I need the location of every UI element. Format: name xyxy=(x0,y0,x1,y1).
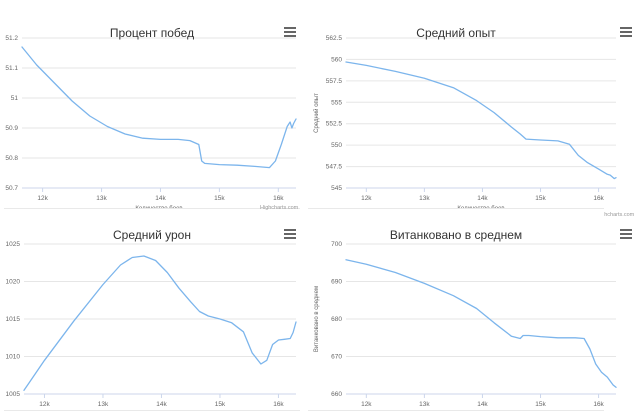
y-tick-label: 550 xyxy=(331,142,342,149)
x-axis-title: Количество боев xyxy=(135,206,182,208)
legend-item[interactable]: 2.0.0 xyxy=(206,0,226,2)
series-legend: ## #### ## #### 2.0.0 ## #### ## # ### #####… xyxy=(0,0,640,6)
legend-item[interactable]: # ####### #### xyxy=(446,0,496,2)
hamburger-menu-icon[interactable] xyxy=(284,229,296,240)
x-tick-label: 16k xyxy=(273,401,284,408)
y-tick-label: 700 xyxy=(331,241,342,248)
y-tick-label: 50.9 xyxy=(5,125,18,132)
series-line xyxy=(346,260,616,388)
chart-title: Витанковано в среднем xyxy=(308,228,604,242)
legend-item-label: ## #### xyxy=(175,0,197,2)
top-strip: ## #### ## #### 2.0.0 ## #### ## # ### #####… xyxy=(0,0,640,10)
x-tick-label: 15k xyxy=(215,401,226,408)
legend-item[interactable]: ## #### ## xyxy=(246,0,283,2)
x-tick-label: 15k xyxy=(535,195,546,202)
x-tick-label: 16k xyxy=(593,195,604,202)
legend-item[interactable]: # ### ###### xyxy=(300,0,344,2)
x-axis-title: Количество боев xyxy=(457,206,504,208)
chart-title: Средний урон xyxy=(4,228,300,242)
x-tick-label: 12k xyxy=(361,401,372,408)
series-line xyxy=(346,62,616,179)
y-tick-label: 1025 xyxy=(6,241,21,248)
x-tick-label: 12k xyxy=(37,195,48,202)
legend-item[interactable]: ## #### xyxy=(168,0,197,2)
legend-item-label: 2.0.0 xyxy=(213,0,226,2)
y-tick-label: 51.1 xyxy=(5,65,18,72)
y-tick-label: 670 xyxy=(331,354,342,361)
y-axis-title: Средний опыт xyxy=(313,93,320,133)
y-tick-label: 50.7 xyxy=(5,185,18,192)
chart-title: Процент побед xyxy=(4,26,300,40)
x-tick-label: 13k xyxy=(419,195,430,202)
y-tick-label: 1020 xyxy=(6,279,21,286)
x-tick-label: 14k xyxy=(477,195,488,202)
legend-item-label: ##### ##### xyxy=(403,0,438,2)
x-tick-label: 13k xyxy=(419,401,430,408)
x-tick-label: 12k xyxy=(361,195,372,202)
legend-item[interactable]: ## #### xyxy=(128,0,157,2)
y-tick-label: 1010 xyxy=(6,354,21,361)
y-tick-label: 555 xyxy=(331,99,342,106)
chart-panel-win-rate: 50.750.850.95151.151.212k13k14k15k16kКол… xyxy=(4,10,300,209)
y-tick-label: 552.5 xyxy=(326,121,343,128)
chart-title: Средний опыт xyxy=(308,26,604,40)
x-tick-label: 15k xyxy=(535,401,546,408)
hamburger-menu-icon[interactable] xyxy=(620,27,632,38)
y-tick-label: 560 xyxy=(331,56,342,63)
legend-item[interactable]: ##### ##### xyxy=(396,0,438,2)
chart-panel-avg-blocked: 660 670 680 690 700 12k 13k 14k 15k 16k Витанкован… xyxy=(308,212,604,411)
x-tick-label: 15k xyxy=(214,195,225,202)
x-tick-label: 14k xyxy=(477,401,488,408)
x-tick-label: 13k xyxy=(96,195,107,202)
credit-link[interactable]: Highcharts.com xyxy=(260,205,298,211)
y-tick-label: 1005 xyxy=(6,391,21,398)
x-tick-label: 12k xyxy=(39,401,50,408)
y-tick-label: 680 xyxy=(331,316,342,323)
hamburger-menu-icon[interactable] xyxy=(284,27,296,38)
series-line xyxy=(24,256,296,390)
x-tick-label: 13k xyxy=(98,401,109,408)
legend-item-label: ## #### xyxy=(135,0,157,2)
y-tick-label: 690 xyxy=(331,279,342,286)
hamburger-menu-icon[interactable] xyxy=(620,229,632,240)
legend-item-label: ## #### ## xyxy=(253,0,283,2)
x-tick-label: 14k xyxy=(156,401,167,408)
y-tick-label: 50.8 xyxy=(5,155,18,162)
legend-item-label: # ### ###### xyxy=(307,0,344,2)
y-tick-label: 1015 xyxy=(6,316,21,323)
chart-panel-avg-damage: 1005 1010 1015 1020 1025 12k 13k 14k 15k 16k Сред… xyxy=(4,212,300,411)
y-tick-label: 557.5 xyxy=(326,78,343,85)
x-tick-label: 16k xyxy=(273,195,284,202)
y-tick-label: 51 xyxy=(11,95,19,102)
legend-item-label: # ####### #### xyxy=(453,0,496,2)
legend-item-label: # # xyxy=(367,0,375,2)
x-tick-label: 14k xyxy=(155,195,166,202)
y-tick-label: 660 xyxy=(331,391,342,398)
legend-item[interactable]: # # xyxy=(360,0,375,2)
y-tick-label: 545 xyxy=(331,185,342,192)
y-tick-label: 547.5 xyxy=(326,164,343,171)
x-tick-label: 16k xyxy=(593,401,604,408)
y-axis-title: Витанковано в среднем xyxy=(314,286,320,352)
series-line xyxy=(22,47,296,168)
